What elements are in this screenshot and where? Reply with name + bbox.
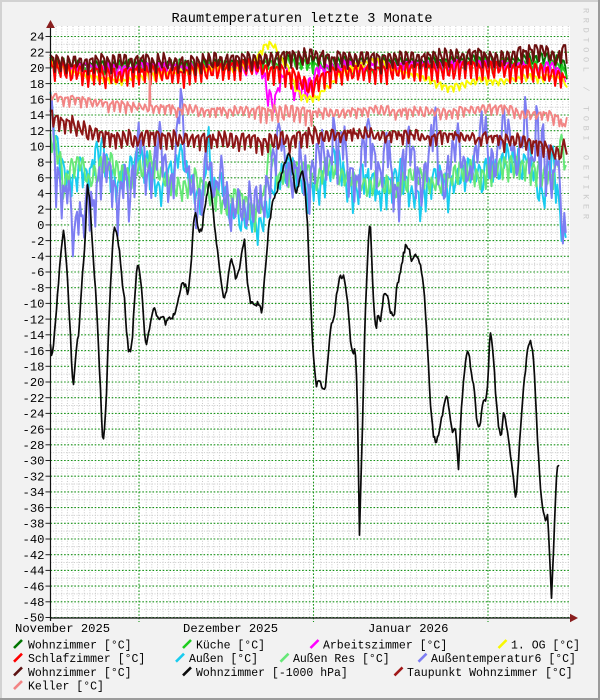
svg-text:12: 12 <box>30 125 45 139</box>
svg-text:Außen Res [°C]: Außen Res [°C] <box>293 653 390 666</box>
svg-text:-18: -18 <box>23 361 45 375</box>
svg-text:-6: -6 <box>30 266 45 280</box>
svg-text:Januar 2026: Januar 2026 <box>368 622 448 636</box>
svg-text:Wohnzimmer [°C]: Wohnzimmer [°C] <box>28 640 132 653</box>
svg-text:-20: -20 <box>23 376 45 390</box>
svg-text:2: 2 <box>37 203 44 217</box>
svg-text:-46: -46 <box>23 580 45 594</box>
svg-text:Wohnzimmer [°C]: Wohnzimmer [°C] <box>28 667 132 680</box>
svg-text:-2: -2 <box>30 235 45 249</box>
svg-text:-22: -22 <box>23 392 45 406</box>
svg-text:Raumtemperaturen letzte 3 Mona: Raumtemperaturen letzte 3 Monate <box>171 12 432 27</box>
svg-text:-10: -10 <box>23 298 45 312</box>
svg-text:Wohnzimmer [-1000 hPa]: Wohnzimmer [-1000 hPa] <box>196 667 348 680</box>
svg-text:Außen [°C]: Außen [°C] <box>189 653 258 666</box>
svg-text:-44: -44 <box>23 565 45 579</box>
svg-text:18: 18 <box>30 78 45 92</box>
svg-text:-34: -34 <box>23 486 45 500</box>
svg-text:November 2025: November 2025 <box>15 622 110 636</box>
svg-text:4: 4 <box>37 188 44 202</box>
svg-text:16: 16 <box>30 94 45 108</box>
svg-text:-14: -14 <box>23 329 45 343</box>
svg-text:Taupunkt Wohnzimmer [°C]: Taupunkt Wohnzimmer [°C] <box>407 667 573 680</box>
svg-text:Keller [°C]: Keller [°C] <box>28 681 104 694</box>
svg-text:-12: -12 <box>23 313 45 327</box>
svg-text:Arbeitszimmer [°C]: Arbeitszimmer [°C] <box>323 640 447 653</box>
svg-text:-40: -40 <box>23 533 45 547</box>
svg-text:1. OG [°C]: 1. OG [°C] <box>511 640 580 653</box>
svg-text:-42: -42 <box>23 549 45 563</box>
svg-text:24: 24 <box>30 31 45 45</box>
svg-text:8: 8 <box>37 156 44 170</box>
svg-text:-50: -50 <box>23 612 45 626</box>
svg-text:-38: -38 <box>23 518 45 532</box>
svg-text:6: 6 <box>37 172 44 186</box>
svg-text:10: 10 <box>30 141 45 155</box>
svg-text:-24: -24 <box>23 408 45 422</box>
svg-text:-4: -4 <box>30 251 45 265</box>
svg-text:Dezember 2025: Dezember 2025 <box>183 622 278 636</box>
svg-text:-28: -28 <box>23 439 45 453</box>
svg-text:0: 0 <box>37 219 44 233</box>
svg-text:-48: -48 <box>23 596 45 610</box>
svg-text:-26: -26 <box>23 423 45 437</box>
svg-text:14: 14 <box>30 109 45 123</box>
svg-text:-16: -16 <box>23 345 45 359</box>
svg-text:20: 20 <box>30 62 45 76</box>
svg-text:-8: -8 <box>30 282 45 296</box>
svg-text:Küche [°C]: Küche [°C] <box>196 640 265 653</box>
svg-text:Außentemperatur6 [°C]: Außentemperatur6 [°C] <box>431 653 576 666</box>
svg-text:22: 22 <box>30 46 45 60</box>
svg-text:Schlafzimmer [°C]: Schlafzimmer [°C] <box>28 653 145 666</box>
svg-text:-36: -36 <box>23 502 45 516</box>
svg-text:-32: -32 <box>23 470 45 484</box>
svg-text:-30: -30 <box>23 455 45 469</box>
